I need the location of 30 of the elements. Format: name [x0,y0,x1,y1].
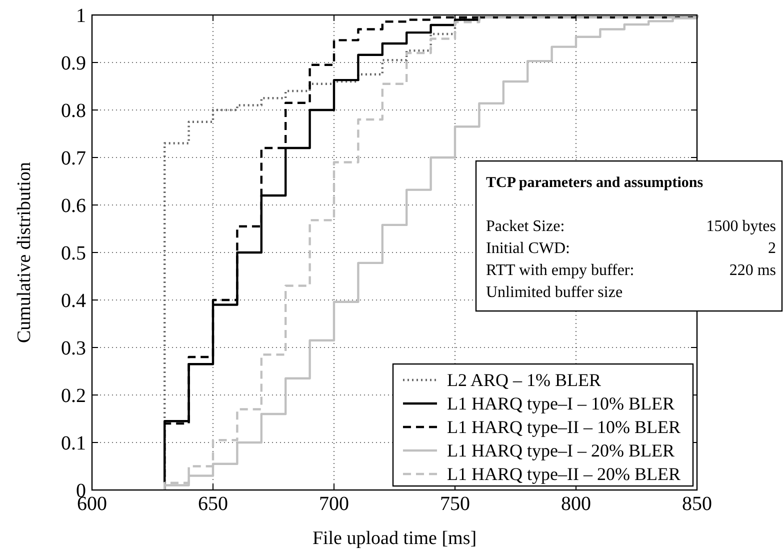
x-tick-label: 650 [198,493,228,515]
x-tick-label: 700 [319,493,349,515]
text: 2 [768,240,776,257]
text: 1500 bytes [706,218,776,235]
x-tick-label: 750 [440,493,470,515]
legend-label: L1 HARQ type–II – 20% BLER [447,464,680,484]
x-tick-label: 800 [561,493,591,515]
y-tick-label: 0.9 [61,52,86,74]
x-tick-label: 850 [682,493,712,515]
y-tick-label: 0.3 [61,338,86,360]
x-axis-title: File upload time [ms] [312,528,477,549]
annotation: Packet Size: [486,218,565,235]
y-tick-label: 0.7 [61,148,86,170]
annotation: Initial CWD: [486,240,570,257]
y-tick-label: 0.8 [61,100,86,122]
y-tick-label: 0.4 [61,290,86,312]
annotation: TCP parameters and assumptions [486,175,704,191]
legend-label: L1 HARQ type–II – 10% BLER [447,417,680,437]
text: 220 ms [729,262,776,279]
legend-label: L2 ARQ – 1% BLER [447,370,602,390]
y-tick-label: 0.6 [61,195,86,217]
y-axis-title: Cumulative distribution [14,161,35,344]
y-tick-label: 0.5 [61,242,86,264]
legend-label: L1 HARQ type–I – 20% BLER [447,440,674,460]
annotation: Unlimited buffer size [486,284,623,301]
y-tick-label: 1 [76,5,86,27]
y-tick-label: 0.1 [61,432,86,454]
y-tick-label: 0.2 [61,385,86,407]
legend-label: L1 HARQ type–I – 10% BLER [447,394,674,414]
annotation: RTT with empy buffer: [486,262,634,279]
